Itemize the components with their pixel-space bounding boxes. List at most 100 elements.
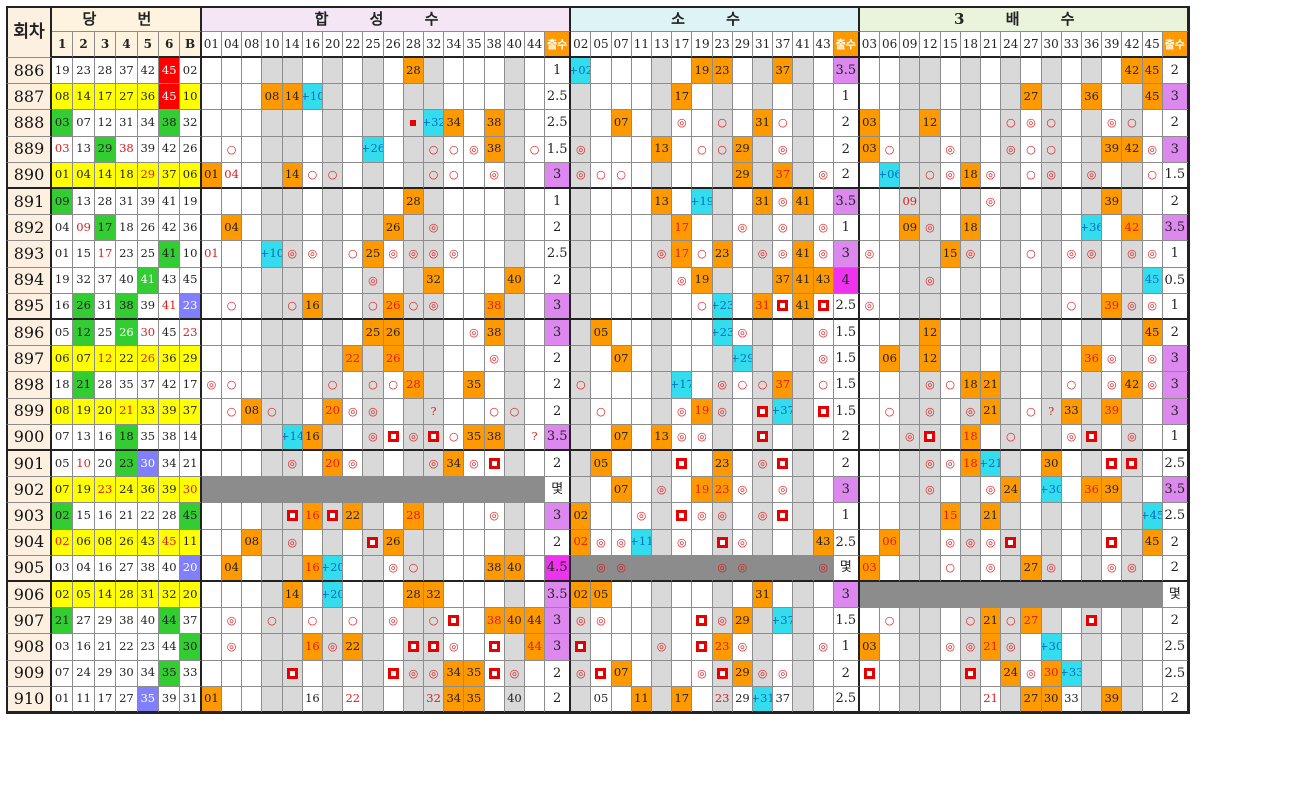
grid-cell [444, 529, 465, 556]
marked-cell: ○ [302, 608, 323, 635]
grid-cell [383, 267, 404, 294]
draw-number: 13 [73, 189, 95, 216]
draw-number: 18 [52, 372, 74, 399]
grid-cell [793, 215, 814, 242]
draw-number: 05 [52, 451, 74, 478]
grid-cell [343, 215, 364, 242]
grid-cell [504, 424, 525, 451]
grid-cell [464, 398, 485, 425]
grid-cell [444, 372, 465, 399]
grid-cell [262, 477, 283, 504]
grid-cell [201, 424, 222, 451]
marked-cell: ◎ [773, 241, 794, 268]
marked-cell: 38 [484, 555, 505, 582]
grid-cell [1122, 84, 1143, 111]
total-cell-mult: 0.5 [1162, 267, 1189, 294]
draw-number: 13 [73, 136, 95, 163]
grid-cell [692, 346, 713, 373]
draw-number: 35 [137, 424, 159, 451]
draw-number: 01 [52, 241, 74, 268]
grid-cell [1142, 477, 1163, 504]
grid-cell [484, 84, 505, 111]
draw-number: 26 [73, 293, 95, 320]
grid-cell [880, 686, 901, 713]
marked-cell: 09 [900, 189, 921, 216]
grid-cell [753, 58, 774, 85]
grid-cell [672, 608, 693, 635]
marked-cell: 05 [591, 320, 612, 347]
grid-cell [323, 529, 344, 556]
grid-cell [793, 58, 814, 85]
marked-cell: 06 [880, 346, 901, 373]
grid-cell [363, 503, 384, 530]
grid-cell [652, 293, 673, 320]
grid-cell [1142, 424, 1163, 451]
marked-cell: 17 [672, 241, 693, 268]
grid-cell [363, 686, 384, 713]
marked-cell: ◎ [1122, 241, 1143, 268]
grid-cell [262, 634, 283, 661]
grid-cell [813, 424, 834, 451]
draw-number: 45 [180, 267, 202, 294]
total-cell-small: 2 [833, 451, 860, 478]
grid-cell [1122, 267, 1143, 294]
grid-cell [525, 582, 546, 609]
marked-cell: ◎ [1041, 162, 1062, 189]
marked-cell: ◎ [813, 215, 834, 242]
grid-cell [262, 686, 283, 713]
grid-cell [631, 189, 652, 216]
grid-cell [591, 477, 612, 504]
grid-cell [383, 398, 404, 425]
grid-cell [1001, 215, 1022, 242]
marked-cell: ○ [484, 398, 505, 425]
grid-cell [900, 162, 921, 189]
marked-cell: ◎ [1021, 110, 1042, 137]
grid-cell [1142, 582, 1163, 609]
grid-cell [859, 477, 880, 504]
draw-number: 30 [180, 634, 202, 661]
marked-cell: +45 [1142, 503, 1163, 530]
grid-cell [424, 477, 445, 504]
total-cell-small: 3 [833, 477, 860, 504]
square-mark-icon [960, 660, 981, 687]
grid-cell [692, 451, 713, 478]
grid-cell [692, 215, 713, 242]
marked-cell: 45 [1142, 320, 1163, 347]
grid-cell [201, 110, 222, 137]
grid-cell [813, 110, 834, 137]
col-header-mult-09: 09 [900, 32, 921, 58]
grid-cell [631, 267, 652, 294]
grid-cell [672, 136, 693, 163]
grid-cell [1041, 58, 1062, 85]
total-cell-mult: 2 [1162, 608, 1189, 635]
marked-cell: 26 [383, 293, 404, 320]
marked-cell: 21 [981, 398, 1002, 425]
grid-cell [732, 84, 753, 111]
grid-cell [525, 686, 546, 713]
marked-cell: 08 [262, 84, 283, 111]
draw-number: 26 [137, 346, 159, 373]
grid-cell [363, 477, 384, 504]
grid-cell [652, 451, 673, 478]
grid-cell [1142, 660, 1163, 687]
col-header-draw-2: 2 [73, 32, 95, 58]
square-mark-glyph [696, 615, 708, 627]
grid-cell [880, 267, 901, 294]
marked-cell: 20 [323, 398, 344, 425]
grid-cell [631, 555, 652, 582]
grid-cell [383, 58, 404, 85]
grid-cell [525, 529, 546, 556]
grid-cell [201, 582, 222, 609]
grid-cell [753, 136, 774, 163]
grid-cell [732, 424, 753, 451]
marked-cell: ◎ [712, 608, 733, 635]
marked-cell: +31 [753, 686, 774, 713]
draw-number: 02 [52, 529, 74, 556]
grid-cell [1122, 346, 1143, 373]
marked-cell: ◎ [732, 555, 753, 582]
grid-cell [262, 110, 283, 137]
grid-cell [611, 398, 632, 425]
draw-number: 35 [159, 660, 181, 687]
draw-number: 31 [94, 293, 117, 320]
draw-number: 28 [159, 503, 181, 530]
